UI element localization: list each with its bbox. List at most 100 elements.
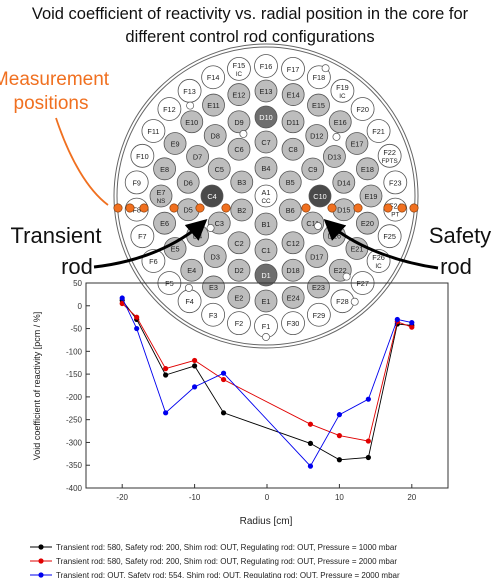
element-label: C3 [215,219,224,228]
fuel-element-circle [176,170,200,194]
element-sublabel: FPTS [382,158,398,165]
core-element-e17: E17 [345,132,369,155]
core-element-e2: E2 [227,286,251,309]
element-label: F8 [132,206,141,215]
element-label: F17 [287,65,300,74]
element-label: F13 [183,87,196,96]
element-label: C1 [261,246,270,255]
data-point [134,314,140,320]
element-label: C4 [207,192,216,201]
fuel-element-circle [203,245,227,268]
fuel-element-circle [305,124,329,147]
fuel-element-circle [281,110,305,134]
fuel-element-circle [141,119,166,143]
element-label: B4 [262,164,271,173]
element-label: F2 [235,319,244,328]
element-sublabel: NS [157,198,166,205]
element-label: E16 [334,118,347,127]
measurement-position-marker [125,203,135,213]
core-element-f14: F14 [201,65,226,90]
fuel-element-circle [281,258,305,282]
core-element-d9: D9 [227,110,251,134]
legend-marker [38,544,44,550]
element-label: E2 [234,293,243,302]
core-element-d2: D2 [227,258,251,282]
legend-item-2: Transient rod: 580, Safety rod: 200, Shi… [30,557,397,566]
transient-rod-arrow [93,219,208,269]
core-element-c6: C6 [227,137,251,161]
core-element-f12: F12 [157,97,182,121]
core-element-e12: E12 [227,83,251,106]
element-label: C10 [313,192,326,201]
element-label: E10 [185,118,198,127]
fuel-element-circle [281,56,305,81]
element-label: E5 [171,245,180,254]
fuel-element-circle [281,286,305,309]
fuel-element-circle [307,275,330,299]
core-element-f20: F20 [350,97,375,121]
series-2 [119,300,415,444]
element-label: C2 [234,239,243,248]
element-sublabel: IC [236,71,243,78]
core-element-e21: E21 [345,237,369,260]
element-sublabel: PT [391,212,399,219]
element-label: F22 [383,148,396,157]
fuel-element-circle [202,275,225,299]
core-element-f28: F28 [330,289,355,314]
fuel-element-circle [345,132,369,155]
fuel-element-circle [328,110,352,134]
core-element-e20: E20 [356,211,379,235]
core-element-b5: B5 [278,170,302,194]
element-label: E22 [334,266,347,275]
element-label: B5 [286,178,295,187]
element-label: F11 [147,127,159,136]
element-label: E9 [171,140,180,149]
transient-rod-label-line-1: Transient [11,223,102,248]
core-element-e8: E8 [153,157,176,181]
element-sublabel: IC [339,93,346,100]
interstitial-hole [262,333,270,341]
core-element-f7: F7 [130,224,155,249]
element-label: F18 [313,73,326,82]
element-label: F30 [287,319,300,328]
core-element-d10: D10 [254,105,278,129]
y-tick-label: -150 [66,370,83,379]
element-label: C11 [306,219,319,228]
interstitial-hole [342,272,351,281]
y-tick-label: -400 [66,484,83,493]
fuel-element-circle [124,170,149,195]
y-tick-label: 0 [78,302,83,311]
legend-item-3: Transient rod: OUT, Safety rod: 554, Shi… [30,571,400,578]
fuel-element-circle [350,97,375,121]
element-label: C12 [286,239,299,248]
y-tick-label: -250 [66,416,83,425]
core-element-e15: E15 [307,93,330,117]
core-element-e18: E18 [356,157,379,181]
element-label: E18 [361,165,374,174]
core-element-e24: E24 [281,286,305,309]
interstitial-hole [314,222,322,230]
measurement-position-marker [195,203,205,213]
element-label: F3 [209,311,218,320]
fuel-element-circle [281,231,305,255]
element-label: E15 [312,101,325,110]
core-element-e13: E13 [254,79,278,103]
fuel-element-circle [323,145,346,168]
fuel-element-circle [230,198,254,222]
element-label: B2 [237,206,246,215]
y-tick-label: -50 [70,325,82,334]
core-element-f16: F16 [254,54,278,78]
data-point [336,412,342,418]
element-label: D4 [193,232,202,241]
core-element-d1: D1 [254,263,278,287]
element-label: C6 [234,145,243,154]
core-element-c2: C2 [227,231,251,255]
data-point [409,324,415,330]
interstitial-hole [184,283,193,292]
measurement-label-line-1: Measurement [0,69,110,90]
element-label: D11 [287,118,300,127]
core-element-e16: E16 [328,110,352,134]
fuel-element-circle [254,184,278,208]
element-label: F23 [389,178,402,187]
